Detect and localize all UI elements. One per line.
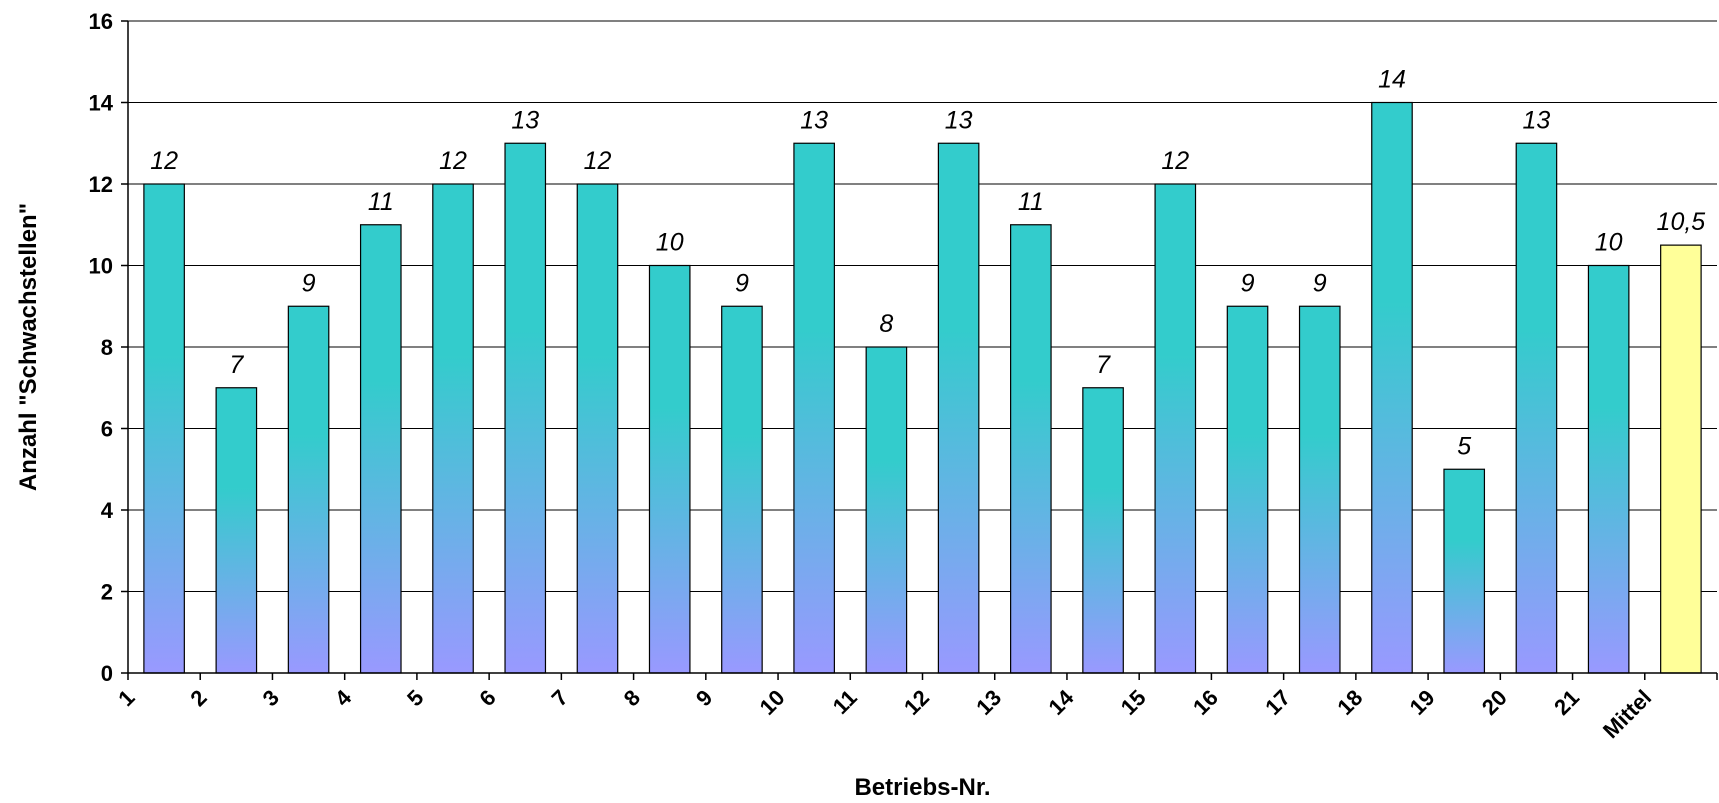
data-label: 9	[735, 269, 749, 297]
y-tick-label: 0	[101, 661, 113, 686]
x-tick-label: 20	[1477, 685, 1512, 720]
x-tick-label: 10	[755, 685, 790, 720]
data-label: 13	[945, 106, 973, 134]
bar-20	[1515, 142, 1558, 674]
bar-3	[287, 305, 330, 674]
data-label: 13	[800, 106, 828, 134]
x-axis-title: Betriebs-Nr.	[854, 774, 990, 801]
bar-21	[1587, 264, 1630, 674]
data-label: 11	[368, 188, 394, 216]
data-label: 5	[1457, 432, 1471, 460]
x-tick-label: 14	[1043, 684, 1079, 720]
data-label: 12	[439, 147, 467, 175]
bar-12	[937, 142, 980, 674]
bar-16	[1226, 305, 1269, 674]
x-tick-label: 16	[1188, 685, 1223, 720]
data-label: 11	[1018, 188, 1044, 216]
y-tick-label: 10	[89, 254, 113, 279]
bar-13	[1010, 224, 1052, 674]
bar-mittel	[1660, 244, 1702, 674]
x-tick-label: 19	[1405, 685, 1440, 720]
x-tick-label: 11	[828, 685, 862, 719]
x-tick-label: 7	[547, 685, 573, 711]
x-tick-label: 21	[1549, 685, 1584, 720]
data-label: 7	[229, 351, 244, 379]
data-label: 8	[879, 310, 893, 338]
bar-14	[1082, 387, 1124, 674]
data-label: 14	[1378, 66, 1406, 94]
bar-5	[432, 183, 474, 674]
x-tick-label: 18	[1332, 685, 1367, 720]
x-tick-label: Mittel	[1598, 685, 1656, 743]
data-label: 12	[1161, 147, 1189, 175]
data-label: 10,5	[1657, 208, 1706, 236]
bar-6	[504, 142, 547, 674]
x-tick-label: 4	[330, 684, 357, 711]
data-label: 10	[1595, 229, 1623, 257]
bars	[143, 101, 1702, 674]
x-tick-label: 3	[258, 685, 284, 711]
y-tick-label: 12	[89, 172, 113, 197]
x-tick-label: 2	[185, 685, 211, 711]
x-tick-label: 12	[899, 685, 934, 720]
y-tick-label: 8	[101, 335, 113, 360]
bar-19	[1443, 468, 1486, 674]
x-tick-label: 15	[1116, 685, 1151, 720]
data-label: 13	[1523, 106, 1551, 134]
data-label: 12	[584, 147, 612, 175]
x-tick-label: 8	[619, 685, 645, 711]
bar-2	[215, 387, 258, 674]
data-label: 9	[302, 269, 316, 297]
y-tick-label: 4	[101, 498, 114, 523]
bar-10	[793, 142, 835, 674]
x-tick-label: 5	[402, 685, 428, 711]
y-axis-title: Anzahl "Schwachstellen"	[15, 203, 42, 491]
y-tick-label: 2	[101, 580, 113, 605]
x-tick-label: 1	[113, 685, 139, 711]
y-tick-label: 16	[89, 9, 113, 34]
x-tick-label: 13	[971, 685, 1006, 720]
data-label: 7	[1096, 351, 1111, 379]
y-tick-label: 14	[89, 91, 114, 116]
bar-8	[648, 264, 691, 674]
bar-17	[1298, 305, 1341, 674]
labels: 0246810121416121729311412513612710899131…	[89, 9, 1706, 743]
data-label: 9	[1313, 269, 1327, 297]
x-tick-label: 6	[474, 685, 500, 711]
bar-1	[143, 183, 185, 674]
x-tick-label: 9	[691, 685, 717, 711]
bar-11	[865, 346, 908, 674]
bar-18	[1371, 101, 1413, 674]
axes	[121, 20, 1718, 680]
data-label: 13	[511, 106, 539, 134]
bar-15	[1154, 183, 1197, 674]
x-tick-label: 17	[1260, 685, 1295, 720]
y-tick-label: 6	[101, 417, 113, 442]
data-label: 12	[150, 147, 178, 175]
bar-7	[576, 183, 619, 674]
bar-9	[721, 305, 763, 674]
data-label: 9	[1241, 269, 1255, 297]
bar-4	[359, 224, 402, 674]
data-label: 10	[656, 229, 684, 257]
